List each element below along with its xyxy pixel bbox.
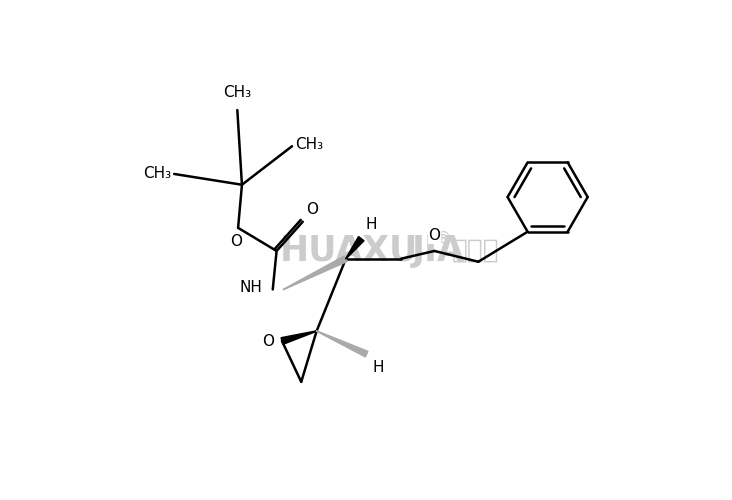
Text: H: H <box>365 218 377 232</box>
Text: O: O <box>262 334 274 348</box>
Text: H: H <box>373 360 384 376</box>
Polygon shape <box>346 236 364 259</box>
Text: HUAXU: HUAXU <box>280 234 418 268</box>
Text: CH₃: CH₃ <box>143 166 171 182</box>
Polygon shape <box>316 331 368 357</box>
Text: O: O <box>428 228 441 244</box>
Text: CH₃: CH₃ <box>295 137 324 152</box>
Text: 化学加: 化学加 <box>451 238 499 264</box>
Text: ®: ® <box>436 230 451 246</box>
Text: O: O <box>231 234 242 249</box>
Text: NH: NH <box>239 280 262 295</box>
Text: CH₃: CH₃ <box>223 85 251 100</box>
Text: JIA: JIA <box>412 234 465 268</box>
Text: O: O <box>306 202 318 217</box>
Polygon shape <box>283 256 347 290</box>
Polygon shape <box>281 331 317 344</box>
